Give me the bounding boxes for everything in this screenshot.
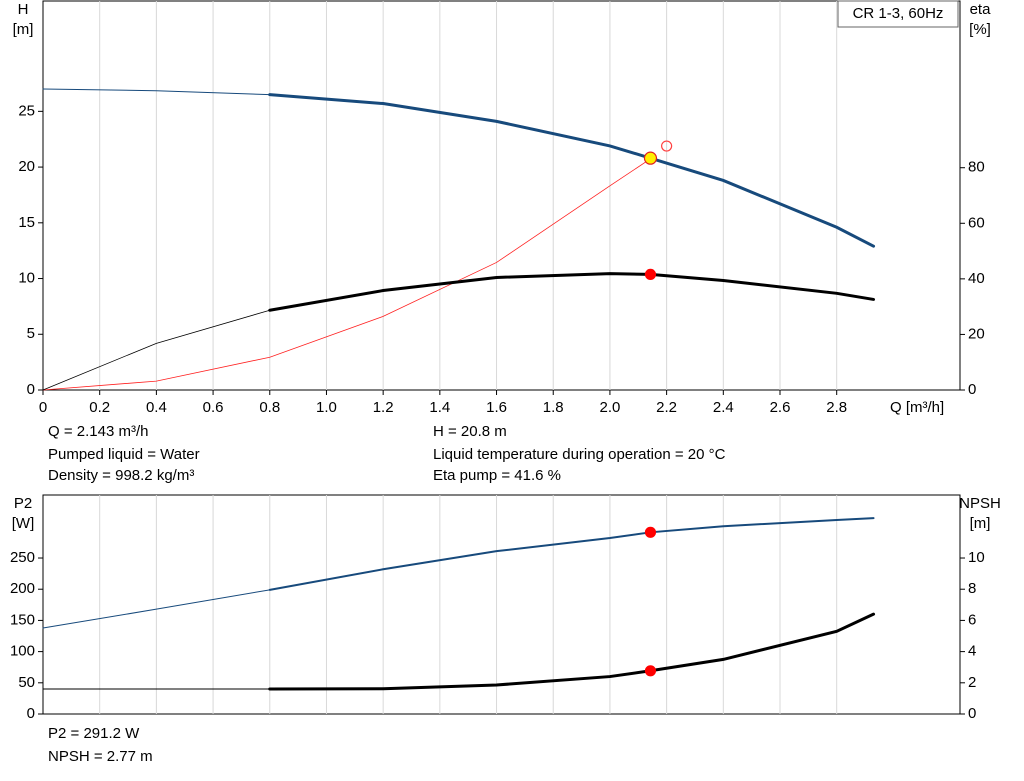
info-text: H = 20.8 m (433, 423, 507, 440)
y2-tick-label: 8 (968, 580, 976, 597)
x-tick-label: 0 (39, 399, 47, 416)
curve (268, 612, 876, 691)
info-text: P2 = 291.2 W (48, 725, 140, 742)
y2-tick-label: 20 (968, 325, 985, 342)
curve (268, 93, 876, 248)
operating-point (643, 151, 658, 165)
info-text: Density = 998.2 kg/m³ (48, 467, 195, 484)
curve (268, 517, 875, 591)
curve (42, 158, 651, 391)
y2-tick-label: 80 (968, 159, 985, 176)
info-text: Q = 2.143 m³/h (48, 423, 149, 440)
operating-point (644, 665, 657, 677)
y-axis-label: [m] (13, 21, 34, 38)
info-text: NPSH = 2.77 m (48, 748, 153, 765)
y2-tick-label: 0 (968, 705, 976, 722)
y-axis-label: P2 (14, 495, 32, 512)
y2-axis-label: [m] (970, 515, 991, 532)
info-text: Liquid temperature during operation = 20… (433, 446, 726, 463)
y-tick-label: 5 (27, 325, 35, 342)
x-tick-label: 1.0 (316, 399, 337, 416)
y2-axis-label: eta (970, 1, 992, 18)
y-tick-label: 20 (18, 158, 35, 175)
x-tick-label: 0.6 (203, 399, 224, 416)
info-text: Eta pump = 41.6 % (433, 467, 561, 484)
y2-tick-label: 60 (968, 214, 985, 231)
y-tick-label: 100 (10, 643, 35, 660)
x-tick-label: 0.8 (259, 399, 280, 416)
x-tick-label: 0.4 (146, 399, 167, 416)
x-tick-label: 2.6 (770, 399, 791, 416)
y2-tick-label: 6 (968, 611, 976, 628)
y2-tick-label: 4 (968, 643, 976, 660)
info-text: Pumped liquid = Water (48, 446, 200, 463)
y-tick-label: 0 (27, 381, 35, 398)
y-tick-label: 200 (10, 580, 35, 597)
x-axis-label: Q [m³/h] (890, 399, 944, 416)
legend-box (837, 0, 959, 28)
x-tick-label: 2.0 (599, 399, 620, 416)
operating-point (661, 140, 673, 152)
x-tick-label: 2.2 (656, 399, 677, 416)
curve (268, 272, 876, 312)
curve (42, 589, 271, 629)
curve (42, 88, 271, 96)
x-tick-label: 1.2 (373, 399, 394, 416)
y2-axis-label: NPSH (959, 495, 1001, 512)
plot-frame (42, 494, 961, 715)
x-tick-label: 0.2 (89, 399, 110, 416)
operating-point (644, 268, 657, 281)
y-tick-label: 25 (18, 102, 35, 119)
y-tick-label: 250 (10, 549, 35, 566)
curve (42, 309, 271, 391)
y2-tick-label: 10 (968, 549, 985, 566)
x-tick-label: 1.6 (486, 399, 507, 416)
x-tick-label: 1.4 (429, 399, 450, 416)
x-tick-label: 2.8 (826, 399, 847, 416)
y2-tick-label: 2 (968, 674, 976, 691)
y-tick-label: 10 (18, 270, 35, 287)
y-tick-label: 0 (27, 705, 35, 722)
y-tick-label: 50 (18, 674, 35, 691)
legend-label: CR 1-3, 60Hz (853, 5, 944, 22)
y2-axis-label: [%] (969, 21, 991, 38)
y2-tick-label: 40 (968, 270, 985, 287)
x-tick-label: 1.8 (543, 399, 564, 416)
y2-tick-label: 0 (968, 381, 976, 398)
operating-point (644, 526, 657, 538)
y-tick-label: 150 (10, 611, 35, 628)
plot-frame (42, 0, 961, 391)
y-tick-label: 15 (18, 214, 35, 231)
y-axis-label: H (18, 1, 29, 18)
x-tick-label: 2.4 (713, 399, 734, 416)
y-axis-label: [W] (12, 515, 35, 532)
